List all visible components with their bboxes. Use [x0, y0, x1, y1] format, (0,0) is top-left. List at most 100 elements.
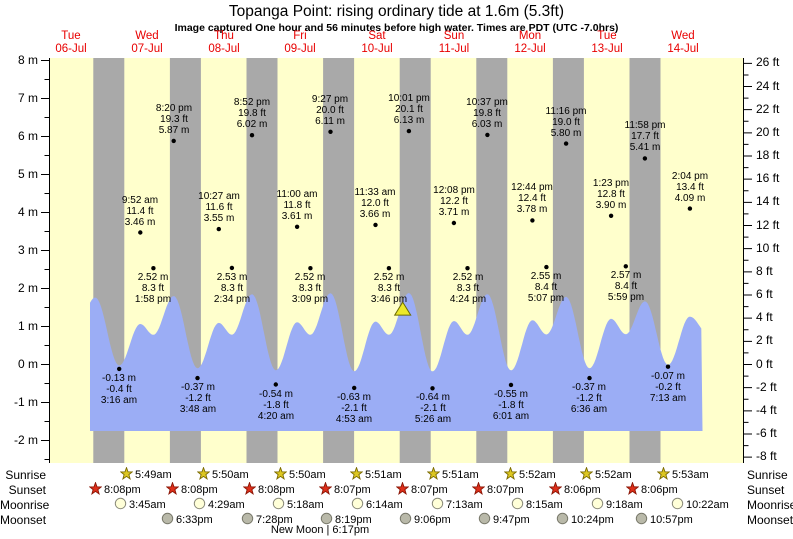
day-dow: Wed — [135, 30, 159, 42]
moonrise-entry: 5:18am — [272, 497, 324, 512]
day-label-11-Jul: Sun 11-Jul — [414, 30, 494, 56]
day-label-08-Jul: Thu 08-Jul — [184, 30, 264, 56]
moonset-time: 7:28pm — [256, 514, 293, 526]
tide-annotation-10-Jul-high: 10:01 pm 20.1 ft 6.13 m — [354, 93, 464, 126]
sunrise-star-icon — [273, 466, 288, 484]
moonrise-time: 9:18am — [606, 499, 643, 511]
tide-annotation-line: 12.8 ft — [597, 189, 625, 200]
y-axis-left-label--2m: -2 m — [14, 432, 38, 447]
star-icon — [349, 466, 364, 480]
y-axis-right-label-0ft: 0 ft — [756, 356, 773, 371]
tide-point-dot — [530, 218, 535, 223]
day-label-07-Jul: Wed 07-Jul — [107, 30, 187, 56]
day-dow: Tue — [597, 30, 617, 42]
moon-icon — [591, 497, 604, 510]
moonset-circle-icon — [399, 512, 412, 529]
tide-annotation-13-Jul-high: 1:23 pm 12.8 ft 3.90 m — [556, 178, 666, 211]
tide-annotation-line: 3.78 m — [516, 204, 548, 215]
day-label-10-Jul: Sat 10-Jul — [337, 30, 417, 56]
tide-annotation-line: 11.6 ft — [205, 202, 233, 213]
moonset-entry: 9:06pm — [399, 512, 451, 529]
tide-annotation-12-Jul-low: 2.55 m 8.4 ft 5:07 pm — [491, 271, 601, 304]
moonset-time: 8:19pm — [335, 514, 372, 526]
moonset-entry: 7:28pm — [241, 512, 293, 527]
star-icon — [88, 481, 103, 495]
axes-and-ticks — [41, 58, 752, 463]
sunset-entry: 8:07pm — [318, 481, 371, 499]
y-axis-right-label-10ft: 10 ft — [756, 240, 780, 255]
moonset-entry: 6:33pm — [161, 512, 213, 527]
y-axis-right-label-6ft: 6 ft — [756, 287, 773, 301]
sunset-time: 8:06pm — [641, 484, 678, 496]
moonrise-row-label-right: Moonrise — [747, 498, 793, 512]
tide-annotation-line: 19.8 ft — [473, 108, 501, 119]
sunrise-time: 5:49am — [135, 469, 172, 481]
tide-annotation-11-Jul-high: 12:08 pm 12.2 ft 3.71 m — [399, 185, 509, 218]
tide-point-dot — [249, 133, 255, 138]
star-icon — [119, 466, 134, 480]
tide-annotation-line: -0.2 ft — [655, 382, 681, 393]
tide-annotation-line: 9:52 am — [121, 195, 159, 206]
star-icon — [471, 481, 486, 495]
moonset-entry: 9:47pm — [478, 512, 530, 527]
day-label-06-Jul: Tue 06-Jul — [31, 30, 111, 56]
tide-annotation-line: -0.63 m — [337, 392, 371, 403]
day-label-13-Jul: Tue 13-Jul — [567, 30, 647, 56]
tide-annotation-12-Jul-low: -0.55 m -1.8 ft 6:01 am — [456, 389, 566, 422]
tide-annotation-line: -0.13 m — [102, 373, 136, 384]
moonrise-time: 10:22am — [686, 499, 729, 511]
tide-point-dot — [608, 213, 614, 218]
sunrise-time: 5:53am — [672, 469, 709, 481]
tide-area — [90, 293, 703, 431]
sunset-star-icon — [318, 481, 333, 499]
sunrise-time: 5:50am — [212, 469, 249, 481]
tide-annotation-line: 3.66 m — [359, 209, 391, 220]
tide-annotation-line: -0.54 m — [259, 389, 293, 400]
tide-annotation-line: 3:48 am — [179, 404, 217, 415]
star-icon — [165, 481, 180, 495]
day-dow: Thu — [214, 30, 234, 42]
tide-annotation-line: 11:00 am — [276, 189, 318, 200]
moonrise-time: 5:18am — [287, 499, 324, 511]
day-date: 06-Jul — [55, 43, 87, 55]
tide-annotation-line: 1:23 pm — [592, 178, 630, 189]
tide-point-dot — [563, 141, 569, 146]
sunrise-star-icon — [196, 466, 211, 484]
tide-annotation-line: 2:34 pm — [213, 294, 251, 305]
moonrise-row-label-left: Moonrise — [0, 498, 50, 512]
y-axis-left-label-2m: 2 m — [17, 280, 38, 295]
tide-annotation-line: 11:33 am — [354, 187, 396, 198]
tide-point-dot — [273, 382, 278, 387]
tide-annotation-line: 20.1 ft — [395, 104, 423, 115]
tide-annotation-line: -0.07 m — [651, 371, 685, 382]
tide-annotation-09-Jul-high: 11:00 am 11.8 ft 3.61 m — [242, 189, 352, 222]
tide-annotation-line: 6.13 m — [393, 115, 425, 126]
moon-icon — [431, 497, 444, 510]
y-axis-left-label-7m: 7 m — [17, 90, 38, 105]
tide-annotation-line: 8.3 ft — [456, 283, 480, 294]
tide-annotation-line: 3:46 pm — [370, 294, 408, 305]
star-icon — [656, 466, 671, 480]
tide-annotation-09-Jul-low: -0.54 m -1.8 ft 4:20 am — [221, 389, 331, 422]
tide-annotation-line: -0.37 m — [572, 382, 606, 393]
tide-annotation-line: 5:07 pm — [527, 293, 565, 304]
moonset-time: 10:24pm — [571, 514, 614, 526]
tide-point-dot — [587, 375, 592, 381]
tide-annotation-09-Jul-high: 9:27 pm 20.0 ft 6.11 m — [275, 94, 385, 127]
day-label-14-Jul: Wed 14-Jul — [643, 30, 723, 56]
moonrise-circle-icon — [351, 497, 364, 514]
moonrise-entry: 9:18am — [591, 497, 643, 512]
tide-annotation-line: 4:24 pm — [449, 294, 487, 305]
tide-annotation-line: 20.0 ft — [316, 105, 344, 116]
tide-annotation-line: -1.8 ft — [498, 400, 524, 411]
sunrise-star-icon — [579, 466, 594, 484]
tide-annotation-line: 6.11 m — [315, 116, 345, 127]
tide-point-dot — [328, 129, 333, 134]
tide-point-dot — [195, 375, 200, 381]
tide-annotation-14-Jul-high: 2:04 pm 13.4 ft 4.09 m — [635, 171, 745, 204]
moonrise-entry: 7:13am — [431, 497, 483, 512]
moonrise-circle-icon — [114, 497, 127, 514]
sunset-star-icon — [165, 481, 180, 499]
sunset-entry: 8:06pm — [548, 481, 601, 497]
sunset-star-icon — [471, 481, 486, 499]
